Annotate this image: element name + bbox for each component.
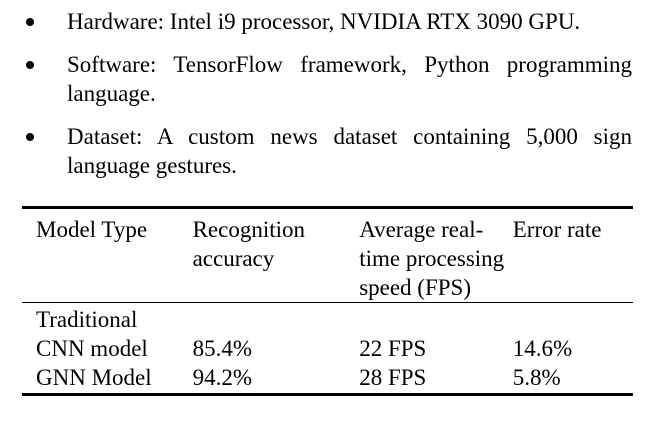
results-table: Model Type Recognition accuracy Average … (22, 206, 633, 396)
bullet-item-software: Software: TensorFlow framework, Python p… (0, 50, 632, 108)
header-recognition-accuracy: Recognition accuracy (192, 217, 305, 271)
table-body: Traditional CNN model 85.4% 22 FPS 14.6%… (22, 303, 633, 395)
bullet-dot-icon (26, 18, 34, 26)
cell-model: GNN Model (36, 365, 152, 390)
cell-error: 5.8% (512, 365, 561, 390)
bullet-item-dataset: Dataset: A custom news dataset containin… (0, 122, 632, 180)
table-row: CNN model 85.4% 22 FPS 14.6% (22, 334, 633, 363)
bullet-dot-icon (26, 61, 34, 69)
header-processing-speed: Average real-time processing speed (FPS) (359, 217, 505, 300)
bullet-list: Hardware: Intel i9 processor, NVIDIA RTX… (0, 7, 667, 194)
bullet-text: Software: TensorFlow framework, Python p… (67, 52, 632, 106)
cell-speed (359, 303, 513, 335)
bullet-text: Dataset: A custom news dataset containin… (67, 124, 632, 178)
cell-error (513, 303, 633, 335)
bullet-dot-icon (26, 133, 34, 141)
header-row: Model Type Recognition accuracy Average … (22, 208, 633, 303)
cell-accuracy: 85.4% (192, 336, 252, 361)
cell-model: Traditional (36, 307, 138, 332)
cell-model: CNN model (36, 336, 148, 361)
cell-speed: 22 FPS (359, 336, 427, 361)
header-model-type: Model Type (36, 217, 148, 242)
cell-speed: 28 FPS (359, 365, 427, 390)
bullet-item-hardware: Hardware: Intel i9 processor, NVIDIA RTX… (0, 7, 632, 36)
bullet-text: Hardware: Intel i9 processor, NVIDIA RTX… (67, 9, 581, 34)
cell-error: 14.6% (512, 336, 573, 361)
table-row: Traditional (22, 303, 633, 335)
cell-accuracy (193, 303, 360, 335)
table-row: GNN Model 94.2% 28 FPS 5.8% (22, 363, 633, 395)
header-error-rate: Error rate (512, 217, 602, 242)
table-header: Model Type Recognition accuracy Average … (22, 207, 633, 303)
cell-accuracy: 94.2% (192, 365, 252, 390)
